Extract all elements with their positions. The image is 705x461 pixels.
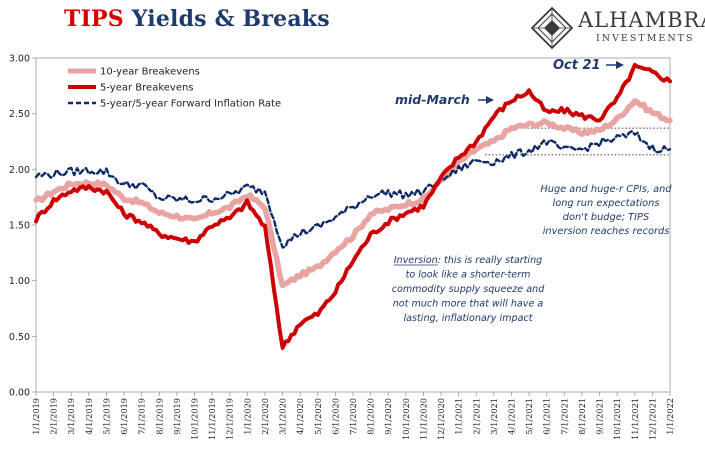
annotation-inversion-line: lasting, inflationary impact: [403, 313, 533, 324]
company-logo: ALHAMBRA INVESTMENTS: [530, 6, 705, 50]
chart-title: TIPS Yields & Breaks: [64, 6, 330, 32]
annotation-inversion-line: Inversion: this is really starting: [394, 255, 543, 266]
annotation-cpi-line: don't budge; TIPS: [563, 212, 649, 223]
x-tick-label: 5/1/2020: [313, 398, 323, 435]
title-accent: TIPS: [64, 6, 124, 32]
annotation-arrowhead-icon: [616, 61, 624, 69]
x-tick-label: 1/1/2020: [242, 398, 252, 435]
x-tick-label: 10/1/2019: [190, 398, 200, 440]
legend-label: 5-year/5-year Forward Inflation Rate: [100, 99, 281, 110]
annotation-cpi-line: Huge and huge-r CPIs, and: [540, 184, 672, 195]
title-rest: Yields & Breaks: [123, 6, 330, 32]
x-tick-label: 8/1/2021: [577, 398, 587, 435]
logo-name: ALHAMBRA: [578, 8, 705, 32]
x-tick-label: 7/1/2019: [137, 398, 147, 435]
x-tick-label: 9/1/2019: [172, 398, 182, 435]
x-tick-label: 8/1/2020: [366, 398, 376, 435]
x-tick-label: 2/1/2019: [49, 398, 59, 435]
series-layer: [33, 62, 673, 350]
x-tick-label: 11/1/2020: [418, 398, 428, 440]
annotation-inversion-line: not much more that will have a: [393, 299, 544, 310]
x-tick-label: 1/1/2022: [665, 398, 675, 435]
annotations: Oct 21 mid-March Huge and huge-r CPIs, and…: [392, 58, 673, 324]
y-tick-label: 2.50: [9, 109, 30, 120]
x-tick-label: 12/1/2021: [647, 398, 657, 440]
x-tick-label: 7/1/2021: [559, 398, 569, 435]
x-tick-label: 3/1/2021: [489, 398, 499, 435]
legend: 10-year Breakevens 5-year Breakevens 5-yea…: [68, 67, 281, 110]
x-tick-label: 1/1/2019: [31, 398, 41, 435]
x-tick-label: 8/1/2019: [154, 398, 164, 435]
y-tick-label: 2.00: [9, 165, 30, 176]
series-line: [33, 98, 673, 289]
x-tick-label: 3/1/2019: [66, 398, 76, 435]
axes: 0.00 0.50 1.00 1.50 2.00 2.50 3.00 1/1/2019 2/1/…: [9, 54, 675, 440]
x-tick-label: 6/1/2020: [330, 398, 340, 435]
legend-label: 5-year Breakevens: [100, 83, 194, 94]
x-tick-label: 9/1/2021: [595, 398, 605, 435]
x-tick-label: 12/1/2020: [436, 398, 446, 440]
y-tick-label: 0.50: [9, 332, 30, 343]
x-tick-label: 6/1/2019: [119, 398, 129, 435]
annotation-inversion-line: to look like a shorter-term: [406, 270, 531, 281]
x-tick-label: 3/1/2020: [278, 398, 288, 435]
x-tick-label: 2/1/2021: [471, 398, 481, 435]
series-line: [34, 62, 672, 350]
series-line: [34, 129, 672, 249]
y-tick-label: 3.00: [9, 54, 30, 65]
x-tick-label: 2/1/2020: [260, 398, 270, 435]
x-tick-label: 4/1/2019: [84, 398, 94, 435]
x-tick-label: 7/1/2020: [348, 398, 358, 435]
x-tick-label: 11/1/2021: [630, 398, 640, 440]
annotation-arrowhead-icon: [486, 96, 494, 104]
y-tick-label: 1.50: [9, 221, 30, 232]
x-tick-label: 5/1/2021: [524, 398, 534, 435]
x-tick-label: 10/1/2021: [612, 398, 622, 440]
y-tick-label: 0.00: [9, 388, 30, 399]
y-tick-label: 1.00: [9, 276, 30, 287]
x-tick-label: 4/1/2021: [507, 398, 517, 435]
logo-emblem-icon: [530, 6, 574, 50]
x-tick-label: 1/1/2021: [454, 398, 464, 435]
annotation-mid-march: mid-March: [395, 92, 470, 107]
annotation-cpi-line: long run expectations: [553, 198, 660, 209]
annotation-inversion-line: commodity supply squeeze and: [392, 284, 546, 295]
x-tick-label: 5/1/2019: [101, 398, 111, 435]
x-tick-label: 9/1/2020: [383, 398, 393, 435]
x-tick-label: 12/1/2019: [225, 398, 235, 440]
x-tick-label: 4/1/2020: [295, 398, 305, 435]
annotation-cpi-line: inversion reaches records: [543, 226, 670, 237]
legend-label: 10-year Breakevens: [100, 67, 200, 78]
annotation-oct21: Oct 21: [553, 58, 601, 73]
x-tick-label: 10/1/2020: [401, 398, 411, 440]
logo-subtitle: INVESTMENTS: [596, 33, 695, 44]
x-tick-label: 6/1/2021: [542, 398, 552, 435]
x-tick-label: 11/1/2019: [207, 398, 217, 440]
